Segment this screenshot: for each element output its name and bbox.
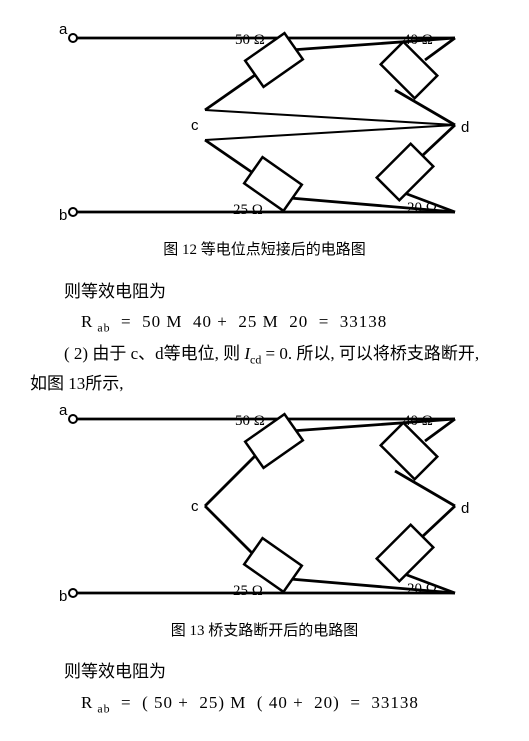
resistor-40-icon (380, 422, 437, 479)
formula-2: R ab = ( 50 + 25) M ( 40 + 20) = 33138 (30, 689, 499, 719)
node-a-label: a (59, 402, 68, 419)
node-b-label: b (59, 588, 67, 605)
node-d-label: d (461, 500, 469, 517)
bridge-wire-cd (205, 110, 455, 125)
figure-12-circuit: a b 50 Ω 40 Ω c d 25 Ω 20 Ω (55, 20, 475, 230)
node-a-label: a (59, 21, 68, 38)
wire (395, 90, 455, 125)
resistor-25-label: 25 Ω (233, 202, 263, 218)
node-c-label: c (191, 498, 199, 515)
formula-1: R ab = 50 M 40 + 25 M 20 = 33138 (30, 308, 499, 338)
resistor-40-label: 40 Ω (403, 32, 433, 48)
bridge-wire-cd-2 (205, 125, 455, 140)
resistor-50-label: 50 Ω (235, 413, 265, 429)
terminal-a-icon (69, 34, 77, 42)
figure-12-caption: 图 12 等电位点短接后的电路图 (30, 238, 499, 264)
resistor-25-label: 25 Ω (233, 583, 263, 599)
figure-13-caption: 图 13 桥支路断开后的电路图 (30, 619, 499, 645)
wire (205, 140, 253, 173)
figure-13-circuit: a b 50 Ω 40 Ω c d 25 Ω 20 Ω (55, 401, 475, 611)
paragraph-2: ( 2) 由于 c、d等电位, 则 Icd = 0. 所以, 可以将桥支路断开,… (30, 340, 499, 399)
resistor-20-label: 20 Ω (407, 581, 437, 597)
wire (395, 471, 455, 506)
circuit-svg-12: a b 50 Ω 40 Ω c d 25 Ω 20 Ω (55, 20, 475, 230)
wire (205, 75, 255, 110)
node-c-label: c (191, 117, 199, 134)
terminal-b-icon (69, 589, 77, 597)
node-b-label: b (59, 207, 67, 224)
terminal-b-icon (69, 208, 77, 216)
wire (423, 506, 455, 536)
wire (205, 456, 255, 506)
text-then-eq-1: 则等效电阻为 (30, 278, 499, 307)
resistor-40-icon (380, 42, 437, 99)
resistor-50-label: 50 Ω (235, 32, 265, 48)
node-d-label: d (461, 119, 469, 136)
resistor-40-label: 40 Ω (403, 413, 433, 429)
terminal-a-icon (69, 415, 77, 423)
wire (205, 506, 253, 554)
circuit-svg-13: a b 50 Ω 40 Ω c d 25 Ω 20 Ω (55, 401, 475, 611)
resistor-20-label: 20 Ω (407, 200, 437, 216)
text-then-eq-2: 则等效电阻为 (30, 658, 499, 687)
wire (423, 125, 455, 155)
